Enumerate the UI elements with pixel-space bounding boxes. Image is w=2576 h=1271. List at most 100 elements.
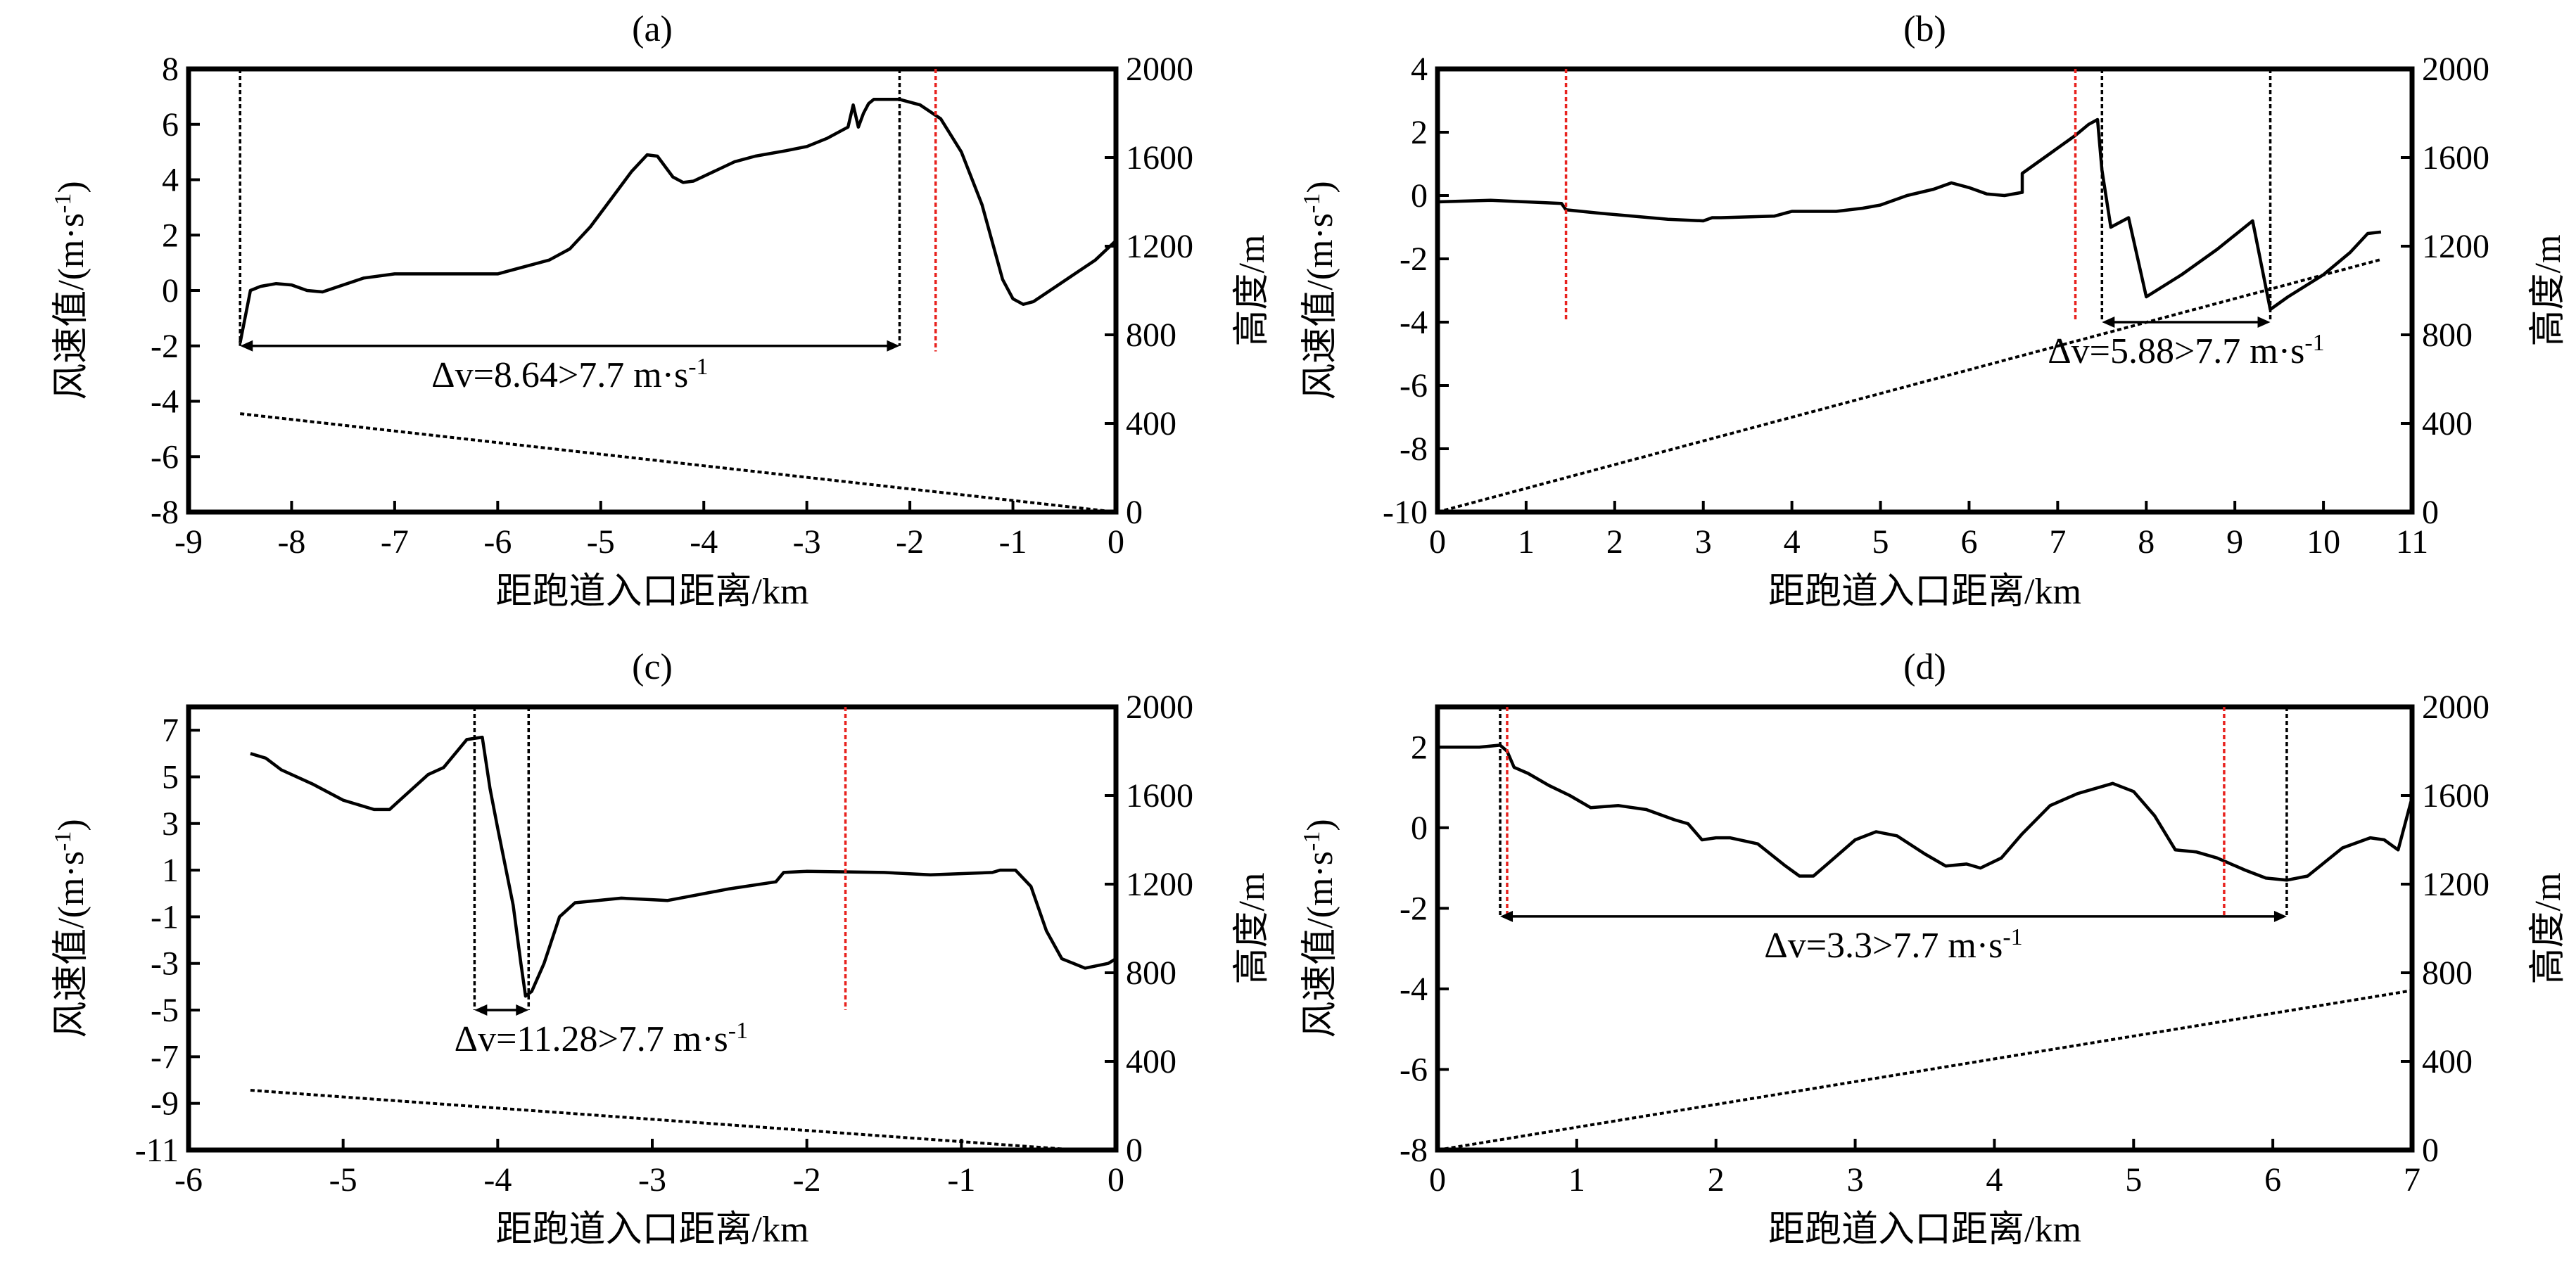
x-tick-label: -6	[175, 1161, 203, 1199]
x-tick-label: 11	[2396, 523, 2428, 561]
x-tick-label: -1	[999, 523, 1027, 561]
y-tick-label: -2	[1400, 241, 1428, 278]
delta-arrow-head-left	[240, 340, 253, 352]
y-tick-label: 5	[162, 758, 179, 796]
height-series-line	[1437, 257, 2382, 513]
x-tick-label: 1	[1518, 523, 1535, 561]
y-tick-label: 8	[162, 51, 179, 88]
x-axis-title: 距跑道入口距离/km	[496, 572, 809, 612]
x-tick-label: -2	[793, 1161, 821, 1199]
y-tick-label: -8	[151, 494, 179, 531]
y-tick-label: 2	[1411, 114, 1428, 151]
y2-tick-label: 800	[2422, 317, 2473, 354]
y2-tick-label: 1600	[2422, 777, 2489, 815]
chart-panel-2: (b) 0 1 2 3 4 5 6 7 8 9 10 11 -10 -8 -6 -4 -2 0 2 4 0 400 800 12…	[1299, 9, 2568, 612]
x-tick-label: -7	[381, 523, 409, 561]
y-tick-label: -1	[151, 898, 179, 935]
x-tick-label: 1	[1568, 1161, 1585, 1199]
delta-annotation: Δv=11.28>7.7 m·s-1	[455, 1018, 748, 1059]
y2-tick-label: 0	[1126, 494, 1143, 531]
y-tick-label: -6	[151, 438, 179, 475]
wind-speed-series-line	[250, 735, 1117, 998]
y2-tick-label: 400	[1126, 405, 1176, 442]
y-tick-label: -2	[151, 328, 179, 365]
x-tick-label: 2	[1708, 1161, 1725, 1199]
x-tick-label: -3	[638, 1161, 666, 1199]
y2-tick-label: 2000	[1126, 51, 1193, 88]
x-tick-label: -4	[483, 1161, 512, 1199]
panel-label: (d)	[1903, 647, 1946, 687]
height-series-line	[250, 1089, 1078, 1151]
x-tick-label: 3	[1695, 523, 1712, 561]
panel-label: (c)	[632, 647, 673, 687]
y2-tick-label: 800	[1126, 954, 1176, 992]
y2-tick-label: 1600	[1126, 777, 1193, 815]
y-tick-label: -10	[1383, 494, 1428, 531]
y-tick-label: -4	[1400, 971, 1428, 1008]
x-tick-label: 4	[1986, 1161, 2003, 1199]
x-tick-label: -8	[277, 523, 305, 561]
y-axis-title-right: 高度/m	[1232, 235, 1272, 347]
x-tick-label: -5	[587, 523, 615, 561]
delta-arrow-head-left	[2102, 317, 2115, 328]
y-tick-label: 0	[162, 272, 179, 309]
y-tick-label: 0	[1411, 810, 1428, 847]
y-axis-title-right: 高度/m	[2528, 235, 2568, 347]
y2-tick-label: 800	[2422, 954, 2473, 992]
y-tick-label: -4	[151, 383, 179, 421]
y2-tick-label: 1200	[1126, 866, 1193, 903]
x-axis-title: 距跑道入口距离/km	[1768, 1210, 2081, 1250]
x-axis-title: 距跑道入口距离/km	[1768, 572, 2081, 612]
x-tick-label: -9	[175, 523, 203, 561]
x-tick-label: 2	[1606, 523, 1623, 561]
y-tick-label: -8	[1400, 430, 1428, 468]
y2-tick-label: 1600	[2422, 139, 2489, 177]
panel-label: (a)	[632, 9, 673, 49]
delta-arrow-head-right	[2273, 910, 2287, 922]
y2-tick-label: 400	[2422, 405, 2473, 442]
delta-annotation: Δv=8.64>7.7 m·s-1	[431, 354, 708, 395]
y-tick-label: -6	[1400, 1051, 1428, 1088]
x-axis-title: 距跑道入口距离/km	[496, 1210, 809, 1250]
height-series-line	[239, 412, 1117, 513]
y2-tick-label: 1200	[1126, 228, 1193, 265]
x-tick-label: -5	[329, 1161, 357, 1199]
y-tick-label: -3	[151, 945, 179, 983]
y2-tick-label: 2000	[2422, 51, 2489, 88]
delta-arrow-head-right	[516, 1004, 529, 1016]
panel-label: (b)	[1903, 9, 1946, 49]
x-tick-label: -3	[793, 523, 821, 561]
x-tick-label: 5	[2125, 1161, 2142, 1199]
x-tick-label: 0	[1429, 1161, 1446, 1199]
x-tick-label: 0	[1429, 523, 1446, 561]
y-tick-label: -7	[151, 1038, 179, 1075]
y-axis-title-left: 风速值/(m·s-1)	[1299, 819, 1340, 1037]
y-tick-label: 0	[1411, 177, 1428, 215]
y-tick-label: 4	[1411, 51, 1428, 88]
y2-tick-label: 2000	[2422, 689, 2489, 726]
x-tick-label: 8	[2138, 523, 2155, 561]
x-tick-label: 7	[2404, 1161, 2420, 1199]
y-tick-label: -9	[151, 1085, 179, 1123]
y-tick-label: 2	[162, 217, 179, 254]
plot-frame	[186, 704, 1119, 1153]
plot-frame	[1435, 704, 2415, 1153]
y2-tick-label: 1200	[2422, 228, 2489, 265]
x-tick-label: 5	[1872, 523, 1889, 561]
y2-tick-label: 800	[1126, 317, 1176, 354]
x-tick-label: 4	[1784, 523, 1801, 561]
wind-speed-series-line	[238, 98, 1117, 344]
y-axis-title-right: 高度/m	[1232, 873, 1272, 985]
y-tick-label: 1	[162, 852, 179, 889]
y2-tick-label: 400	[2422, 1043, 2473, 1080]
delta-annotation: Δv=5.88>7.7 m·s-1	[2048, 330, 2324, 371]
x-tick-label: 6	[2264, 1161, 2281, 1199]
delta-arrow-head-right	[887, 340, 900, 352]
x-tick-label: 7	[2049, 523, 2066, 561]
y2-tick-label: 2000	[1126, 689, 1193, 726]
x-tick-label: 9	[2226, 523, 2243, 561]
y-axis-title-left: 风速值/(m·s-1)	[50, 181, 91, 400]
chart-panel-3: (c)-6 -5 -4 -3 -2 -1 0-11-9-7-5-3-113570400800…	[50, 647, 1272, 1250]
x-tick-label: 0	[1108, 1161, 1124, 1199]
